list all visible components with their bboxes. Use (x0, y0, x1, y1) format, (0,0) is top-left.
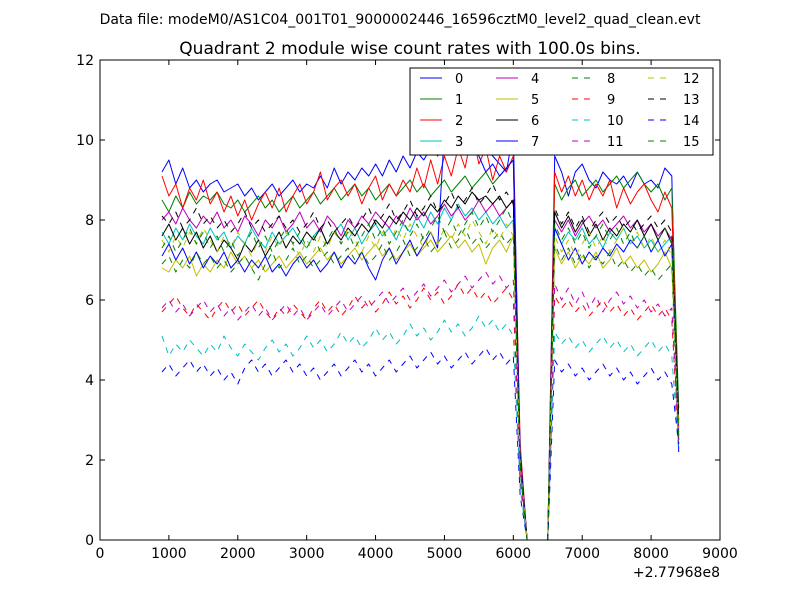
legend-label-13: 13 (683, 93, 700, 108)
y-tick-label: 6 (85, 293, 94, 309)
legend-label-0: 0 (455, 72, 463, 87)
x-tick-label: 3000 (289, 546, 325, 562)
series-line-2 (161, 131, 680, 540)
y-tick-label: 4 (85, 373, 94, 389)
series-line-12 (161, 219, 680, 540)
y-tick-label: 2 (85, 453, 94, 469)
series-line-11 (161, 271, 680, 540)
chart-title: Quadrant 2 module wise count rates with … (179, 39, 640, 59)
x-tick-label: 2000 (220, 546, 256, 562)
legend-label-4: 4 (531, 72, 539, 87)
series-line-3 (161, 203, 680, 540)
legend-label-15: 15 (683, 135, 700, 150)
legend-label-3: 3 (455, 135, 463, 150)
legend-label-5: 5 (531, 93, 539, 108)
legend-label-11: 11 (607, 135, 624, 150)
x-tick-label: 5000 (427, 546, 463, 562)
series-line-1 (161, 159, 680, 540)
series-line-6 (161, 191, 680, 540)
legend-label-2: 2 (455, 114, 463, 129)
legend-label-7: 7 (531, 135, 539, 150)
legend-label-6: 6 (531, 114, 539, 129)
figure-suptitle: Data file: modeM0/AS1C04_001T01_90000024… (100, 12, 701, 28)
series-line-4 (161, 199, 680, 540)
x-tick-label: 1000 (151, 546, 187, 562)
series-line-13 (161, 183, 680, 540)
y-tick-label: 0 (85, 533, 94, 549)
x-tick-label: 7000 (564, 546, 600, 562)
series-line-7 (161, 119, 680, 540)
x-tick-label: 0 (96, 546, 105, 562)
x-tick-label: 8000 (633, 546, 669, 562)
y-tick-label: 8 (85, 213, 94, 229)
y-tick-label: 12 (76, 53, 94, 69)
x-tick-label: 9000 (702, 546, 738, 562)
axis-layer: 0 1000 2000 3000 4000 5000 6000 7000 8000 9000 0 2 4… (76, 53, 738, 562)
legend-label-1: 1 (455, 93, 463, 108)
series-layer (161, 119, 680, 540)
y-tick-label: 10 (76, 133, 94, 149)
series-line-9 (161, 283, 680, 540)
legend-label-9: 9 (607, 93, 615, 108)
series-line-10 (161, 315, 680, 540)
x-tick-label: 6000 (496, 546, 532, 562)
legend-label-12: 12 (683, 72, 700, 87)
legend-label-8: 8 (607, 72, 615, 87)
series-line-8 (161, 227, 680, 540)
x-axis-offset-label: +2.77968e8 (633, 565, 720, 581)
legend-label-14: 14 (683, 114, 700, 129)
x-tick-label: 4000 (358, 546, 394, 562)
legend-label-10: 10 (607, 114, 624, 129)
